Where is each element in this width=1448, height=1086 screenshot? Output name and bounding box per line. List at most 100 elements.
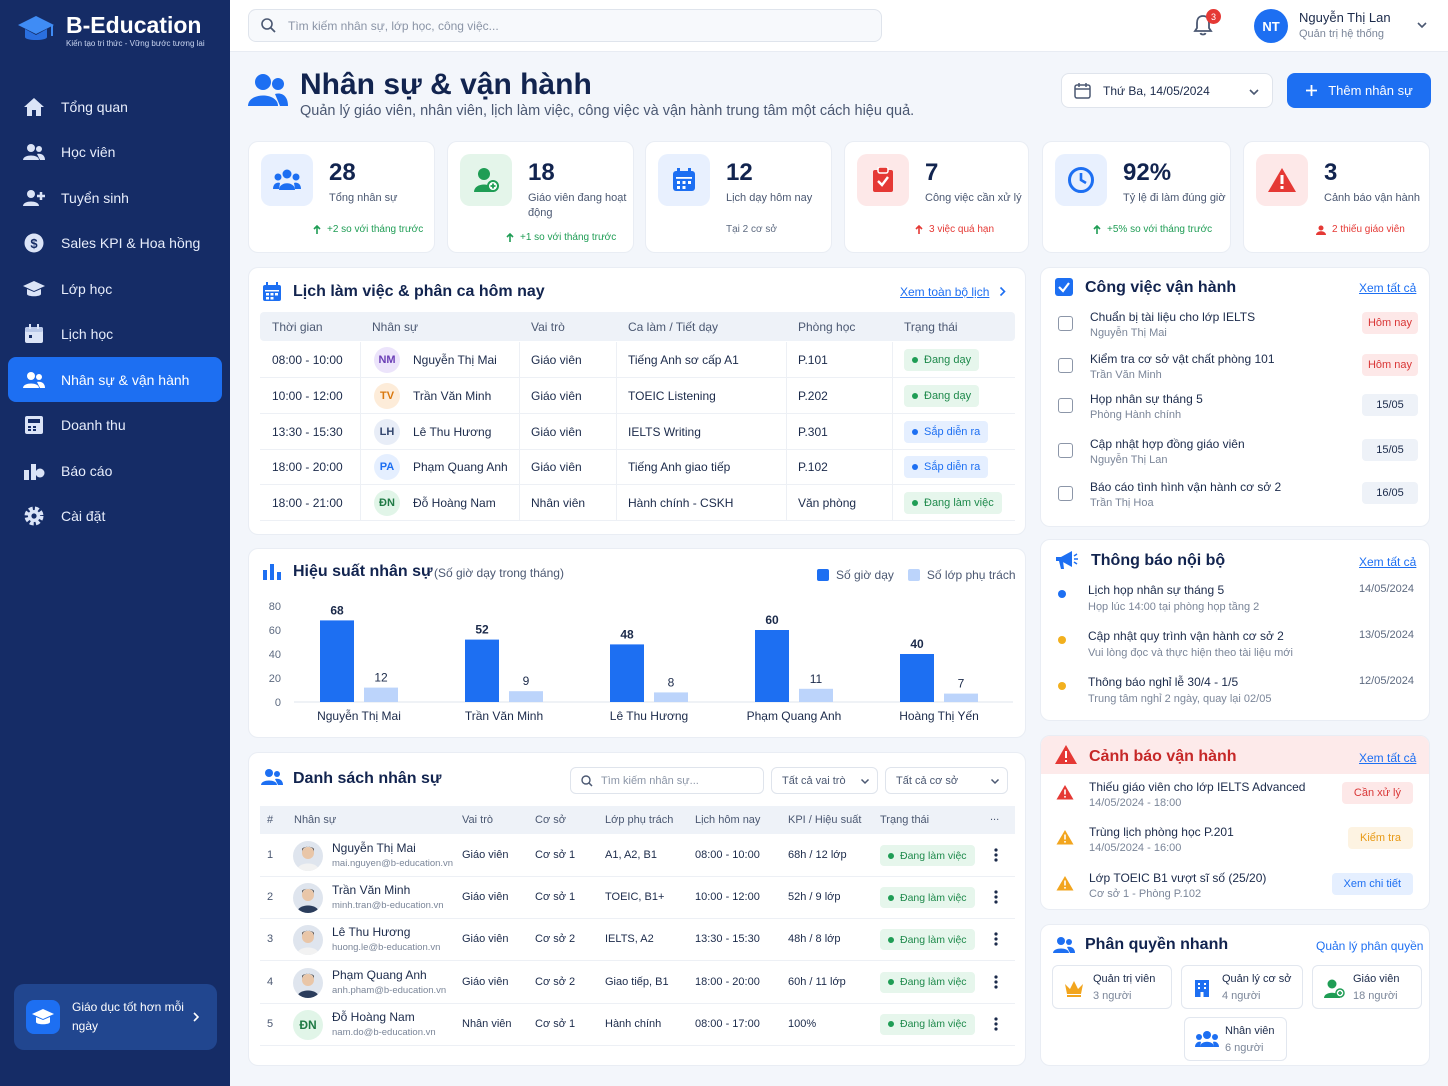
date-picker[interactable]: Thứ Ba, 14/05/2024: [1061, 73, 1273, 108]
view-full-schedule-link[interactable]: Xem toàn bộ lịch: [900, 285, 990, 299]
column-header: Vai trò: [462, 814, 493, 826]
sidebar-item-enrollment[interactable]: Tuyển sinh: [8, 175, 222, 220]
stat-ontime-rate[interactable]: 92% Tỷ lệ đi làm đúng giờ +5% so với tháng…: [1042, 141, 1231, 253]
view-all-tasks-link[interactable]: Xem tất cả: [1359, 281, 1417, 295]
task-assignee: Trần Văn Minh: [1090, 369, 1162, 381]
global-search-input[interactable]: Tìm kiếm nhân sự, lớp học, công việc...: [248, 9, 882, 42]
role-filter-select[interactable]: Tất cả vai trò: [771, 767, 878, 794]
schedule-row[interactable]: 10:00 - 12:00 TV Trần Văn Minh Giáo viên TOE…: [260, 377, 1015, 414]
more-options-icon[interactable]: [994, 1017, 998, 1031]
task-item[interactable]: Họp nhân sự tháng 5 Phòng Hành chính 15/05: [1058, 390, 1430, 432]
stat-total-staff[interactable]: 28 Tổng nhân sự +2 so với tháng trước: [248, 141, 435, 253]
notice-item[interactable]: Thông báo nghỉ lễ 30/4 - 1/5 Trung tâm ng…: [1056, 675, 1418, 719]
permission-role-admin[interactable]: Quản trị viên 3 người: [1052, 965, 1172, 1009]
bar-hours[interactable]: [610, 644, 644, 702]
status-badge: Đang làm việc: [880, 845, 975, 866]
status-text: Đang dạy: [924, 354, 972, 366]
chevron-right-icon[interactable]: [999, 286, 1006, 297]
stat-active-teachers[interactable]: 18 Giáo viên đang hoạt động +1 so với thán…: [447, 141, 634, 253]
table-row[interactable]: 1 Nguyễn Thị Mai mai.nguyen@b-education.vn…: [260, 835, 1015, 877]
stat-today-classes[interactable]: 12 Lịch dạy hôm nay Tại 2 cơ sở: [645, 141, 832, 253]
sidebar-item-classes[interactable]: Lớp học: [8, 266, 222, 311]
more-options-icon[interactable]: [994, 974, 998, 989]
more-options-icon[interactable]: [994, 848, 998, 862]
table-row[interactable]: 3 Lê Thu Hương huong.le@b-education.vn Giáo…: [260, 919, 1015, 962]
task-due-badge: 15/05: [1362, 394, 1418, 416]
row-number: 2: [267, 891, 274, 904]
bar-classes[interactable]: [509, 691, 543, 702]
sidebar-item-revenue[interactable]: Doanh thu: [8, 403, 222, 448]
permission-role-staff[interactable]: Nhân viên 6 người: [1184, 1017, 1287, 1061]
alert-item[interactable]: Thiếu giáo viên cho lớp IELTS Advanced 14…: [1055, 780, 1427, 824]
chevron-down-icon[interactable]: [1416, 21, 1428, 29]
bar-hours[interactable]: [900, 654, 934, 702]
sidebar-item-sales-kpi[interactable]: $ Sales KPI & Hoa hồng: [8, 221, 222, 266]
cell-classes: A1, A2, B1: [605, 849, 657, 861]
view-all-alerts-link[interactable]: Xem tất cả: [1359, 751, 1417, 765]
plus-icon: [1305, 84, 1318, 97]
task-checkbox[interactable]: [1058, 443, 1073, 458]
bar-hours[interactable]: [465, 639, 499, 702]
sidebar-item-staff-operations[interactable]: Nhân sự & vận hành: [8, 357, 222, 402]
sidebar-item-settings[interactable]: Cài đặt: [8, 494, 222, 539]
alert-item[interactable]: Trùng lịch phòng học P.201 14/05/2024 - 1…: [1055, 825, 1427, 869]
promo-card[interactable]: Giáo dục tốt hơn mỗi ngày: [14, 984, 217, 1050]
stat-pending-tasks[interactable]: 7 Công việc cần xử lý 3 việc quá hạn: [844, 141, 1029, 253]
sidebar-item-reports[interactable]: Báo cáo: [8, 448, 222, 493]
bar-classes[interactable]: [364, 687, 398, 702]
alert-action-button[interactable]: Xem chi tiết: [1331, 873, 1413, 895]
sidebar-item-label: Nhân sự & vận hành: [61, 371, 190, 388]
sidebar-item-overview[interactable]: Tổng quan: [8, 84, 222, 129]
sidebar-item-students[interactable]: Học viên: [8, 130, 222, 175]
bar-classes[interactable]: [799, 688, 833, 702]
bar-hours[interactable]: [320, 620, 354, 702]
task-item[interactable]: Cập nhật hợp đồng giáo viên Nguyễn Thị La…: [1058, 435, 1430, 477]
table-row[interactable]: 5 ĐN Đỗ Hoàng Nam nam.do@b-education.vn Nhân…: [260, 1004, 1015, 1046]
site-filter-select[interactable]: Tất cả cơ sở: [885, 767, 1008, 794]
table-row[interactable]: 2 Trần Văn Minh minh.tran@b-education.vn Gi…: [260, 877, 1015, 920]
stat-footnote: +1 so với tháng trước: [506, 232, 616, 243]
manage-permissions-link[interactable]: Quản lý phân quyền: [1316, 939, 1424, 953]
more-options-icon[interactable]: [994, 890, 998, 904]
schedule-row[interactable]: 08:00 - 10:00 NM Nguyễn Thị Mai Giáo viên Ti…: [260, 342, 1015, 378]
stat-operation-alerts[interactable]: 3 Cảnh báo vận hành 2 thiếu giáo viên: [1243, 141, 1430, 253]
staff-name: Nguyễn Thị Mai: [332, 841, 416, 855]
alert-action-button[interactable]: Kiểm tra: [1348, 827, 1413, 849]
user-avatar[interactable]: NT: [1254, 9, 1288, 43]
more-options-icon[interactable]: [994, 932, 998, 946]
bar-value-label: 9: [523, 674, 530, 688]
cell-role: Giáo viên: [462, 891, 509, 904]
permission-role-teacher[interactable]: Giáo viên 18 người: [1312, 965, 1422, 1009]
schedule-row[interactable]: 18:00 - 20:00 PA Phạm Quang Anh Giáo viên Ti…: [260, 449, 1015, 486]
alert-action-button[interactable]: Cần xử lý: [1341, 782, 1413, 804]
schedule-row[interactable]: 18:00 - 21:00 ĐN Đỗ Hoàng Nam Nhân viên Hành…: [260, 485, 1015, 522]
alert-item[interactable]: Lớp TOEIC B1 vượt sĩ số (25/20) Cơ sở 1 -…: [1055, 871, 1427, 915]
sidebar-item-label: Lịch học: [61, 326, 114, 342]
cell-kpi: 48h / 8 lớp: [788, 933, 841, 946]
warning-icon: [1256, 154, 1308, 206]
view-all-notices-link[interactable]: Xem tất cả: [1359, 555, 1417, 569]
notice-item[interactable]: Cập nhật quy trình vận hành cơ sở 2 Vui l…: [1056, 629, 1418, 673]
task-item[interactable]: Báo cáo tình hình vận hành cơ sở 2 Trần T…: [1058, 478, 1430, 520]
task-item[interactable]: Chuẩn bị tài liệu cho lớp IELTS Nguyễn Th…: [1058, 308, 1430, 350]
bar-classes[interactable]: [654, 692, 688, 702]
task-item[interactable]: Kiểm tra cơ sở vật chất phòng 101 Trần Vă…: [1058, 350, 1430, 392]
task-checkbox[interactable]: [1058, 398, 1073, 413]
teacher-icon: [1323, 978, 1345, 1000]
task-checkbox[interactable]: [1058, 486, 1073, 501]
sidebar-item-timetable[interactable]: Lịch học: [8, 312, 222, 357]
add-staff-button[interactable]: Thêm nhân sự: [1287, 73, 1431, 108]
permission-role-site-manager[interactable]: Quản lý cơ sở 4 người: [1181, 965, 1303, 1009]
notice-item[interactable]: Lịch họp nhân sự tháng 5 Họp lúc 14:00 tạ…: [1056, 583, 1418, 627]
status-badge: Đang làm việc: [880, 887, 975, 909]
task-checkbox[interactable]: [1058, 316, 1073, 331]
bar-hours[interactable]: [755, 630, 789, 702]
bar-classes[interactable]: [944, 693, 978, 702]
brand[interactable]: B-Education Kiến tạo tri thức - Vững bướ…: [16, 12, 205, 48]
task-checkbox[interactable]: [1058, 358, 1073, 373]
staff-search-input[interactable]: Tìm kiếm nhân sự...: [570, 767, 764, 794]
table-row[interactable]: 4 Phạm Quang Anh anh.pham@b-education.vn Gi…: [260, 962, 1015, 1004]
schedule-row[interactable]: 13:30 - 15:30 LH Lê Thu Hương Giáo viên IELT…: [260, 413, 1015, 450]
cell-site: Cơ sở 2: [535, 933, 576, 946]
cell-kpi: 52h / 9 lớp: [788, 891, 841, 904]
